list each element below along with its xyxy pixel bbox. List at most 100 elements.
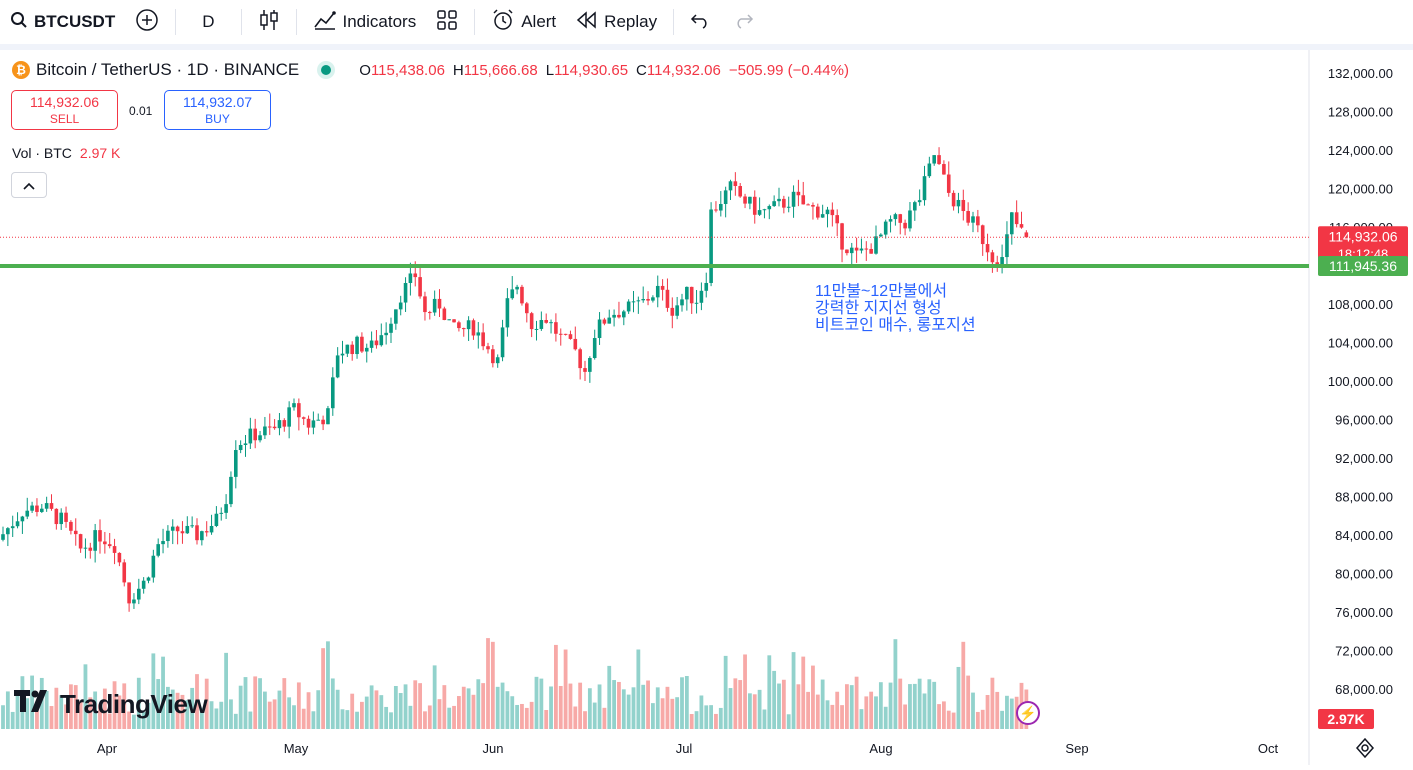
toolbar-chart-gap bbox=[0, 44, 1413, 50]
chart-type-button[interactable] bbox=[248, 6, 290, 38]
price-tick-label: 68,000.00 bbox=[1335, 682, 1393, 697]
settings-gear-icon[interactable] bbox=[1355, 737, 1375, 763]
volume-bar bbox=[350, 693, 355, 729]
volume-legend-label: Vol · BTC bbox=[12, 145, 72, 161]
volume-bar bbox=[117, 695, 122, 729]
volume-bar bbox=[505, 691, 510, 729]
interval-button[interactable]: D bbox=[182, 6, 234, 38]
volume-bar bbox=[660, 698, 665, 729]
candle-body bbox=[791, 191, 796, 207]
collapse-legend-button[interactable] bbox=[11, 172, 47, 198]
volume-bar bbox=[689, 714, 694, 729]
volume-bar bbox=[204, 678, 209, 729]
tradingview-logo[interactable]: TradingView bbox=[14, 689, 208, 720]
volume-value-tag-text: 2.97K bbox=[1327, 711, 1364, 727]
volume-bar bbox=[699, 695, 704, 729]
candle-body bbox=[428, 312, 432, 314]
volume-bar bbox=[287, 697, 292, 729]
candle-body bbox=[442, 308, 447, 321]
candle-body bbox=[883, 221, 888, 235]
candles-icon bbox=[258, 8, 280, 37]
bitcoin-icon: ₿ bbox=[12, 61, 30, 79]
candle-body bbox=[297, 403, 301, 418]
volume-bar bbox=[757, 689, 762, 729]
candle-body bbox=[820, 214, 825, 218]
low-key: L bbox=[545, 61, 555, 79]
volume-bar bbox=[136, 677, 141, 729]
candle-body bbox=[510, 289, 515, 299]
candle-body bbox=[835, 215, 839, 224]
alarm-clock-icon bbox=[491, 8, 515, 37]
symbol-search[interactable]: BTCUSDT bbox=[0, 6, 125, 38]
volume-bar bbox=[864, 696, 869, 729]
volume-bar bbox=[73, 685, 78, 729]
volume-bar bbox=[471, 694, 476, 729]
candle-body bbox=[971, 216, 975, 223]
redo-button[interactable] bbox=[722, 6, 764, 38]
support-note[interactable]: 11만불~12만불에서 강력한 지지선 형성 비트코인 매수, 롱포지션 bbox=[815, 283, 976, 334]
close-key: C bbox=[636, 61, 647, 79]
candle-body bbox=[476, 332, 481, 336]
chart-area[interactable]: 68,000.00 72,000.00 76,000.00 80,000.00 84,0… bbox=[0, 50, 1413, 765]
volume-bar bbox=[195, 674, 199, 729]
toolbar-divider bbox=[474, 9, 476, 35]
volume-bar bbox=[956, 666, 961, 729]
volume-bar bbox=[529, 701, 534, 729]
volume-bar bbox=[655, 687, 660, 729]
replay-button[interactable]: Replay bbox=[566, 6, 667, 38]
candle-body bbox=[321, 419, 325, 425]
volume-bar bbox=[738, 680, 743, 729]
toolbar-divider bbox=[175, 9, 177, 35]
volume-bar bbox=[583, 711, 587, 729]
open-value: 115,438.06 bbox=[370, 61, 445, 79]
close-value: 114,932.06 bbox=[646, 61, 721, 79]
candle-body bbox=[15, 521, 20, 527]
buy-button[interactable]: 114,932.07 BUY bbox=[164, 90, 271, 130]
volume-bar bbox=[69, 684, 73, 729]
volume-bar bbox=[563, 649, 568, 729]
candle-body bbox=[733, 181, 738, 187]
volume-bar bbox=[490, 641, 495, 729]
layouts-button[interactable] bbox=[426, 6, 468, 38]
candle-body bbox=[607, 317, 612, 324]
last-price-tag[interactable] bbox=[1318, 226, 1408, 265]
candle-body bbox=[214, 513, 219, 526]
volume-bar bbox=[282, 678, 287, 729]
candle-body bbox=[597, 319, 602, 339]
volume-bar bbox=[296, 682, 301, 729]
support-price-tag[interactable] bbox=[1318, 256, 1408, 277]
time-tick-label: Aug bbox=[869, 741, 892, 756]
candle-body bbox=[83, 547, 88, 549]
candle-body bbox=[418, 277, 422, 297]
candle-body bbox=[922, 176, 927, 201]
volume-bar bbox=[301, 708, 306, 729]
compare-symbol-button[interactable] bbox=[125, 6, 169, 38]
volume-bar bbox=[311, 711, 316, 729]
candle-body bbox=[980, 225, 985, 245]
candle-body bbox=[869, 248, 873, 254]
candle-body bbox=[1010, 212, 1014, 235]
candle-body bbox=[646, 299, 650, 301]
candle-body bbox=[500, 327, 505, 358]
volume-bar bbox=[432, 665, 437, 729]
candle-body bbox=[64, 512, 68, 522]
sell-button[interactable]: 114,932.06 SELL bbox=[11, 90, 118, 130]
candle-body bbox=[767, 206, 772, 210]
chart-title[interactable]: Bitcoin / TetherUS · 1D · BINANCE bbox=[36, 60, 300, 79]
volume-bar bbox=[321, 648, 325, 729]
alert-button[interactable]: Alert bbox=[481, 6, 566, 38]
indicators-button[interactable]: Indicators bbox=[303, 6, 427, 38]
candle-body bbox=[796, 191, 801, 196]
candle-body bbox=[272, 426, 277, 429]
undo-button[interactable] bbox=[680, 6, 722, 38]
candle-body bbox=[471, 320, 476, 336]
candle-body bbox=[44, 503, 49, 509]
candle-body bbox=[49, 503, 54, 509]
indicators-label: Indicators bbox=[342, 12, 417, 31]
volume-bar bbox=[1000, 710, 1004, 729]
volume-bar bbox=[326, 641, 330, 729]
price-chart[interactable]: 68,000.00 72,000.00 76,000.00 80,000.00 84,0… bbox=[0, 50, 1413, 765]
candle-body bbox=[859, 248, 864, 251]
lightning-icon[interactable]: ⚡ bbox=[1016, 701, 1040, 725]
volume-bar bbox=[651, 703, 655, 729]
